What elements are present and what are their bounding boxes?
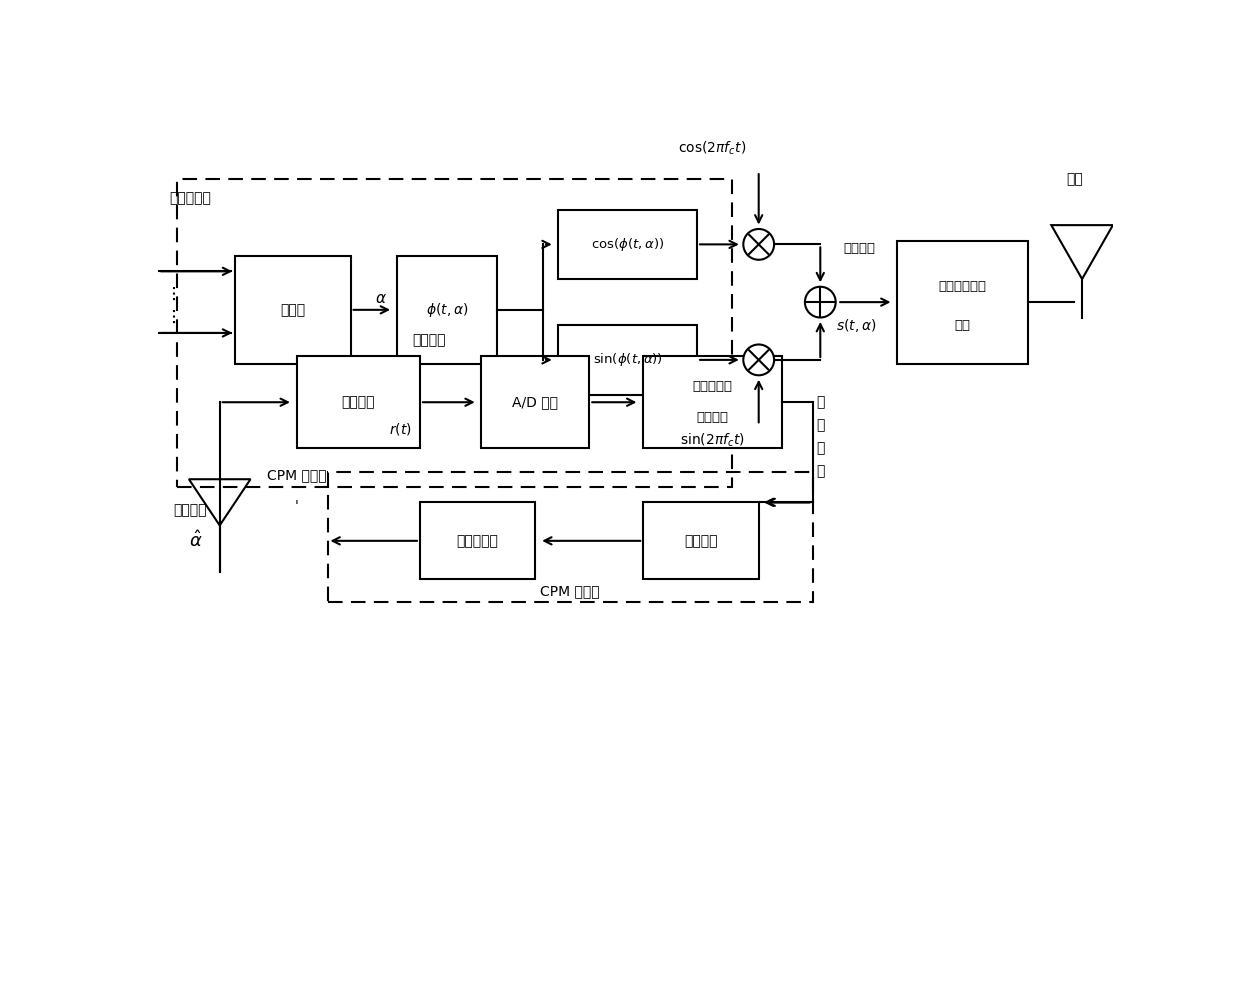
Text: $\sin(2\pi f_c t)$: $\sin(2\pi f_c t)$ (680, 432, 745, 450)
Text: 下变频、滤: 下变频、滤 (692, 380, 733, 394)
Text: CPM 解调器: CPM 解调器 (541, 584, 600, 598)
Text: 号: 号 (816, 465, 825, 479)
Bar (481, 356, 589, 449)
Bar (644, 502, 759, 579)
Bar (397, 256, 497, 364)
Text: 已调信号: 已调信号 (843, 241, 875, 254)
Text: ': ' (295, 499, 299, 513)
Text: 混频、功放、: 混频、功放、 (939, 280, 987, 293)
Bar (558, 209, 697, 279)
Circle shape (743, 345, 774, 375)
Text: 带: 带 (816, 419, 825, 433)
Text: $\sin(\phi(t,\alpha))$: $\sin(\phi(t,\alpha))$ (593, 351, 662, 368)
Text: A/D 变换: A/D 变换 (512, 395, 558, 409)
Text: $\hat{\alpha}$: $\hat{\alpha}$ (188, 530, 202, 551)
Text: $r(t)$: $r(t)$ (389, 421, 412, 437)
Text: $\cos(\phi(t,\alpha))$: $\cos(\phi(t,\alpha))$ (591, 236, 665, 253)
Bar (558, 325, 697, 395)
Bar (327, 472, 812, 602)
Circle shape (805, 287, 836, 317)
Bar (236, 256, 351, 364)
Text: 输入比特流: 输入比特流 (170, 191, 212, 205)
Bar (898, 240, 1028, 364)
Text: CPM 调制器: CPM 调制器 (267, 469, 326, 483)
Bar (177, 178, 732, 487)
Text: 映射器: 映射器 (280, 303, 305, 317)
Text: 中频信号: 中频信号 (412, 334, 445, 348)
Text: 维特比解码: 维特比解码 (456, 533, 498, 547)
Circle shape (743, 229, 774, 260)
Text: $\cos(2\pi f_c t)$: $\cos(2\pi f_c t)$ (678, 140, 746, 157)
Bar (296, 356, 420, 449)
Text: $\alpha$: $\alpha$ (376, 291, 387, 306)
Text: 天线: 天线 (1066, 171, 1083, 185)
Text: 信: 信 (816, 442, 825, 456)
Text: 混频滤波: 混频滤波 (341, 395, 374, 409)
Text: $s(t,\alpha)$: $s(t,\alpha)$ (836, 317, 877, 334)
Text: 波、抽取: 波、抽取 (697, 411, 728, 424)
Bar (420, 502, 536, 579)
Text: 匹配滤波: 匹配滤波 (684, 533, 718, 547)
Text: $\phi(t,\alpha)$: $\phi(t,\alpha)$ (425, 301, 467, 319)
Bar (644, 356, 781, 449)
Text: 基: 基 (816, 395, 825, 409)
Text: 滤波: 滤波 (955, 319, 971, 332)
Text: 判决信号: 判决信号 (174, 503, 207, 517)
